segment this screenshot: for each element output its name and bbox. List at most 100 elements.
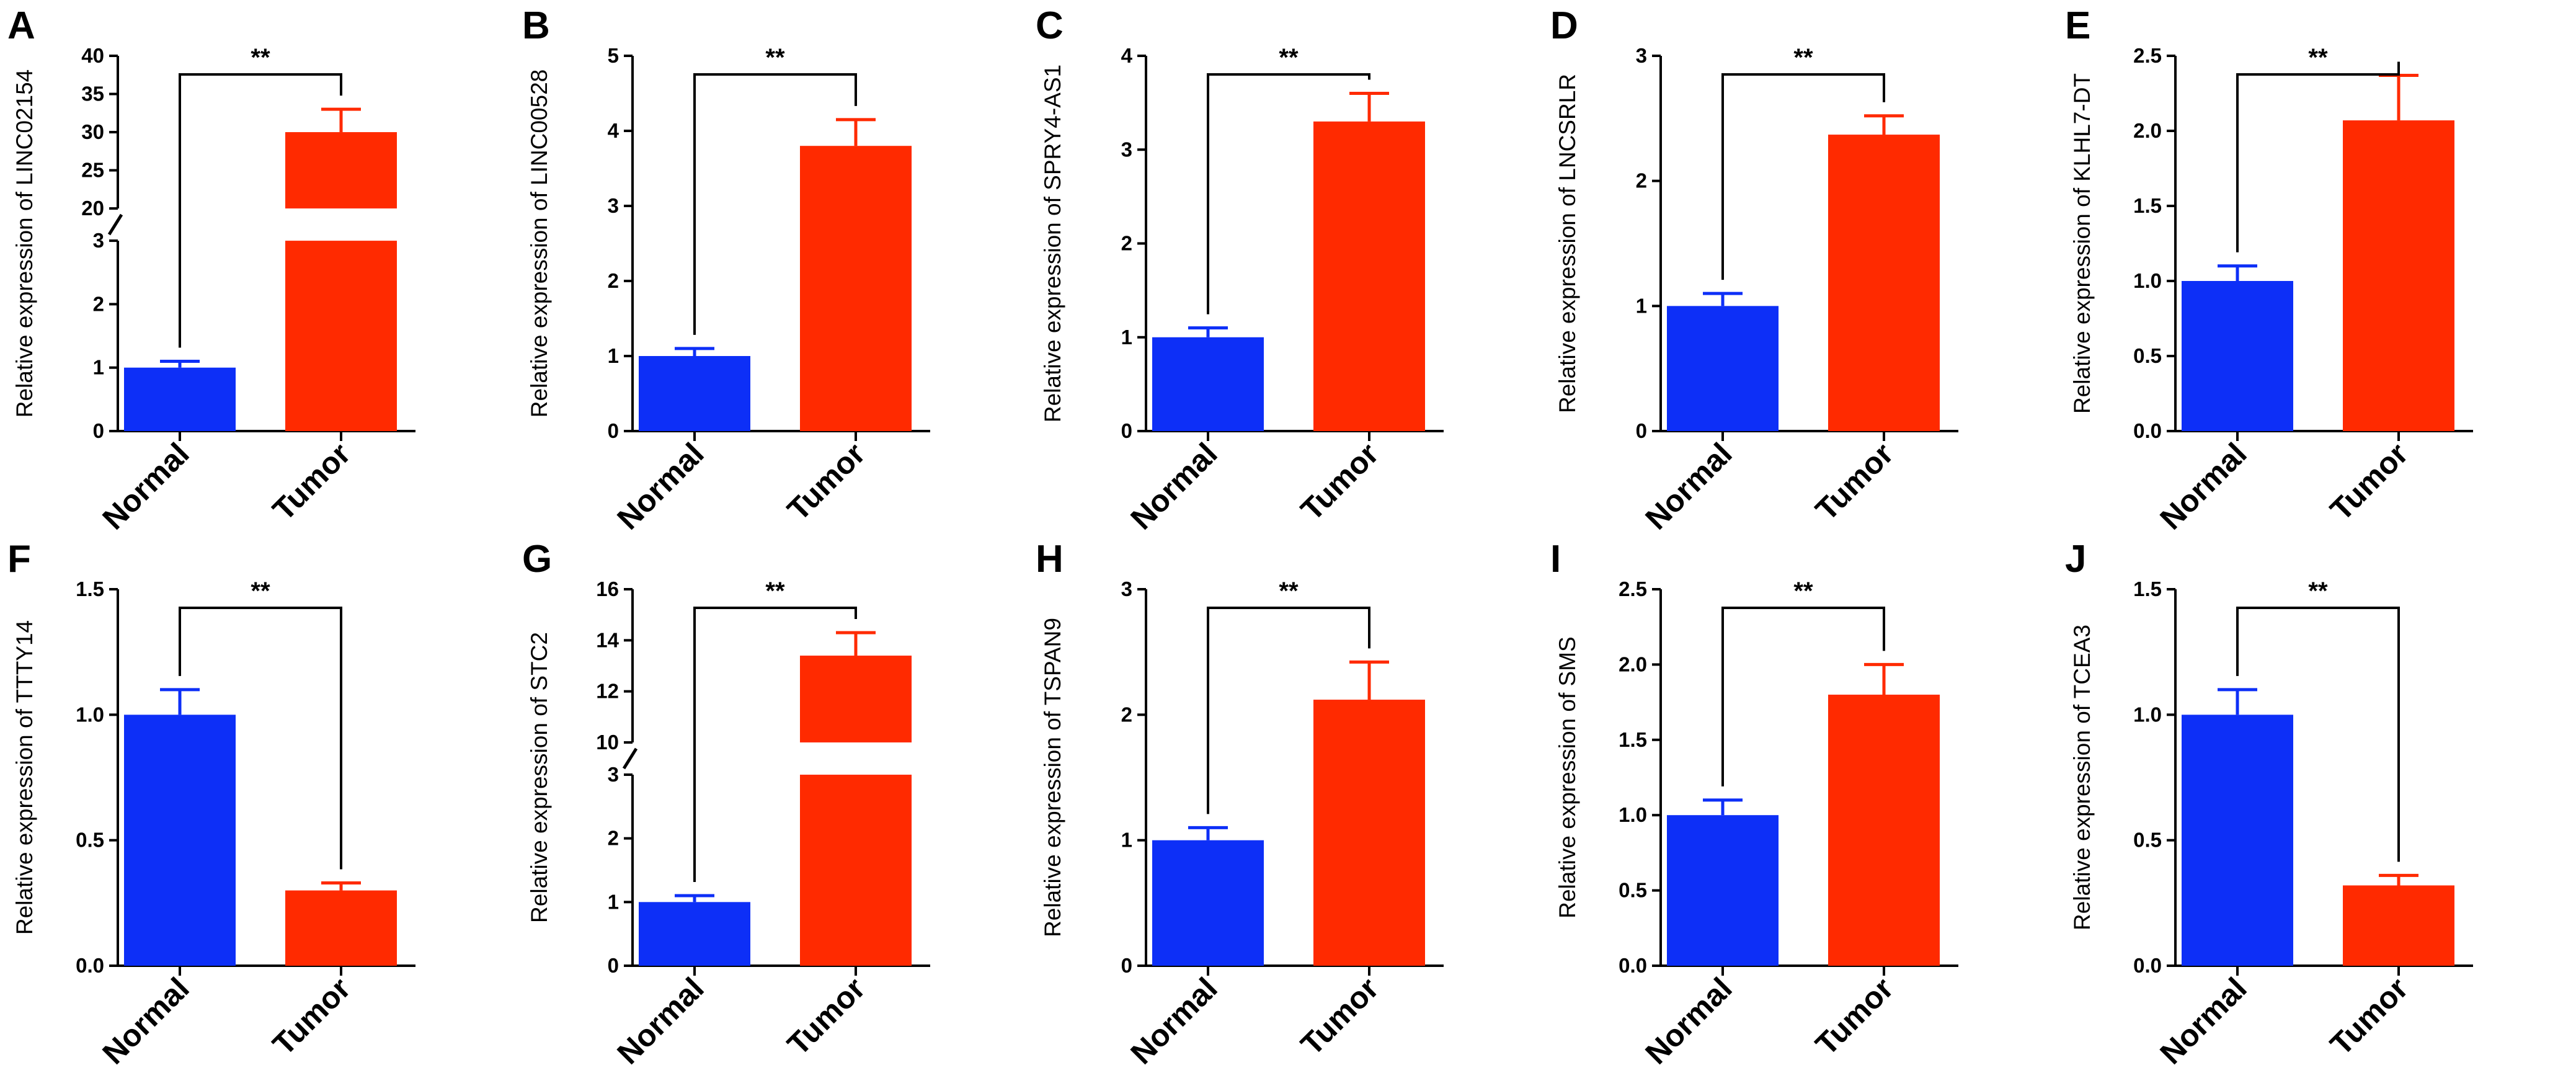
panel-j-ylabel: Relative expression of TCEA3 <box>2069 625 2095 930</box>
panel-j-significance-bracket <box>2236 607 2400 862</box>
panel-b-ytick-label: 3 <box>608 194 619 217</box>
panel-j-ytick-label: 1.5 <box>2133 577 2162 600</box>
panel-j-ytick-label: 0.5 <box>2133 829 2162 852</box>
panel-b-ytick-label: 0 <box>608 419 619 442</box>
panel-g-ytick-label: 3 <box>608 763 619 786</box>
panel-g-significance-label: ** <box>765 577 785 605</box>
panel-b-significance-bracket <box>693 73 857 335</box>
panel-d-ytick-label: 3 <box>1636 44 1647 67</box>
panel-h-bar-normal <box>1152 840 1264 966</box>
panel-e-significance-bracket <box>2236 61 2400 252</box>
panel-i-ytick-label: 0.0 <box>1619 954 1647 977</box>
panel-i-xtick-normal: Normal <box>1638 971 1738 1071</box>
panel-i-ytick-label: 1.5 <box>1619 728 1647 751</box>
panel-b-ytick-label: 4 <box>608 119 620 142</box>
panel-a-ytick-label: 25 <box>81 159 104 182</box>
panel-c-xtick-tumor: Tumor <box>1294 436 1385 527</box>
panel-f-ytick-label: 0.5 <box>76 829 104 852</box>
panel-g-letter: G <box>522 538 552 581</box>
panel-f-letter: F <box>7 538 31 581</box>
panel-j-bar-tumor <box>2343 885 2454 966</box>
panel-a-ytick-label: 1 <box>93 356 104 379</box>
panel-g-xtick-tumor: Tumor <box>781 971 872 1062</box>
panel-h-xtick-tumor: Tumor <box>1294 971 1385 1062</box>
panel-d-letter: D <box>1550 4 1578 47</box>
panel-e-ylabel: Relative expression of KLHL7-DT <box>2069 73 2095 414</box>
panel-g-ytick-label: 2 <box>608 827 619 850</box>
panel-d-xtick-normal: Normal <box>1638 436 1738 536</box>
panel-j-bar-normal <box>2182 715 2293 966</box>
panel-g-ylabel: Relative expression of STC2 <box>526 632 552 923</box>
panel-h-letter: H <box>1036 538 1064 581</box>
panel-e-ytick-label: 2.5 <box>2133 44 2162 67</box>
panel-f-ytick-label: 0.0 <box>76 954 104 977</box>
panel-g-xtick-normal: Normal <box>610 971 710 1071</box>
panel-a-bar-tumor-upper <box>285 132 397 209</box>
panel-f-xtick-tumor: Tumor <box>266 971 357 1062</box>
panel-a-bar-normal <box>124 367 236 431</box>
panel-c-bar-normal <box>1152 337 1264 431</box>
panel-h: H Relative expression of TSPAN9 0 1 2 3 Normal… <box>1036 538 1444 1071</box>
panel-h-ytick-label: 1 <box>1121 829 1132 852</box>
panel-g-bar-tumor-upper <box>800 656 912 742</box>
panel-b-significance-label: ** <box>765 44 785 71</box>
panel-b-ytick-label: 2 <box>608 269 619 292</box>
panel-g-significance-bracket <box>693 607 857 883</box>
panel-h-significance-bracket <box>1207 607 1370 814</box>
panel-g-bar-normal <box>639 902 750 966</box>
panel-i-bar-normal <box>1667 815 1779 966</box>
panel-j: J Relative expression of TCEA3 0.0 0.5 1.0 1.… <box>2065 538 2473 1071</box>
panel-g-ytick-label: 14 <box>596 628 619 651</box>
panel-h-ytick-label: 0 <box>1121 954 1132 977</box>
panel-c: C Relative expression of SPRY4-AS1 0 1 2 3 4 No… <box>1036 4 1444 537</box>
panel-e-ytick-label: 1.0 <box>2133 269 2162 292</box>
panel-e-ytick-label: 0.0 <box>2133 419 2162 442</box>
panel-f: F Relative expression of TTTY14 0.0 0.5 1.0 1… <box>7 538 415 1071</box>
panel-e-xtick-tumor: Tumor <box>2324 436 2415 527</box>
panel-e-ytick-label: 1.5 <box>2133 194 2162 217</box>
panel-i-ytick-label: 0.5 <box>1619 879 1647 902</box>
panel-b-bar-normal <box>639 356 750 431</box>
panel-i-ytick-label: 2.0 <box>1619 653 1647 675</box>
panel-c-xtick-normal: Normal <box>1124 436 1224 536</box>
panel-b: B Relative expression of LINC00528 0 1 2 3 4 5 N… <box>522 4 930 537</box>
panel-b-ytick-label: 5 <box>608 44 619 67</box>
panel-b-xtick-tumor: Tumor <box>781 436 872 527</box>
panel-d-significance-bracket <box>1721 73 1885 280</box>
panel-d-xtick-tumor: Tumor <box>1809 436 1900 527</box>
panel-e-xtick-normal: Normal <box>2153 436 2253 536</box>
panel-a-ytick-label: 2 <box>93 292 104 315</box>
panel-f-significance-bracket <box>179 607 342 870</box>
panel-e-ytick-label: 0.5 <box>2133 344 2162 367</box>
panel-e-bar-tumor <box>2343 120 2454 431</box>
panel-a-ytick-label: 30 <box>81 120 104 143</box>
panel-h-ylabel: Relative expression of TSPAN9 <box>1040 618 1065 937</box>
panel-i-ytick-label: 1.0 <box>1619 803 1647 826</box>
panel-a-ytick-label: 3 <box>93 229 104 252</box>
panel-i-ylabel: Relative expression of SMS <box>1555 636 1580 918</box>
panel-h-significance-label: ** <box>1279 577 1299 605</box>
panel-a-ytick-label: 0 <box>93 419 104 442</box>
panel-e: E Relative expression of KLHL7-DT 0.0 0.5 1.… <box>2065 4 2473 537</box>
panel-b-xtick-normal: Normal <box>610 436 710 536</box>
panel-c-significance-label: ** <box>1279 44 1299 71</box>
panel-a-xtick-tumor: Tumor <box>266 436 357 527</box>
panel-c-ytick-label: 3 <box>1121 138 1132 161</box>
panel-j-significance-label: ** <box>2308 577 2328 605</box>
panel-a: A Relative expression of LINC02154 0 1 2 3 20 2… <box>7 4 415 537</box>
panel-d-bar-tumor <box>1828 135 1940 432</box>
panel-g-ytick-label: 0 <box>608 954 619 977</box>
panel-e-letter: E <box>2065 4 2090 47</box>
panel-j-xtick-tumor: Tumor <box>2324 971 2415 1062</box>
panel-e-ytick-label: 2.0 <box>2133 119 2162 142</box>
panel-a-axis-break-mark <box>107 213 123 236</box>
panel-j-ytick-label: 0.0 <box>2133 954 2162 977</box>
panel-a-significance-label: ** <box>251 44 270 71</box>
panel-i-letter: I <box>1550 538 1561 581</box>
panel-d-ytick-label: 0 <box>1636 419 1647 442</box>
panel-d-ytick-label: 1 <box>1636 294 1647 317</box>
panel-c-bar-tumor <box>1313 121 1425 431</box>
panel-e-significance-label: ** <box>2308 44 2328 71</box>
panel-d-bar-normal <box>1667 306 1779 431</box>
panel-a-bar-tumor-lower <box>285 241 397 431</box>
